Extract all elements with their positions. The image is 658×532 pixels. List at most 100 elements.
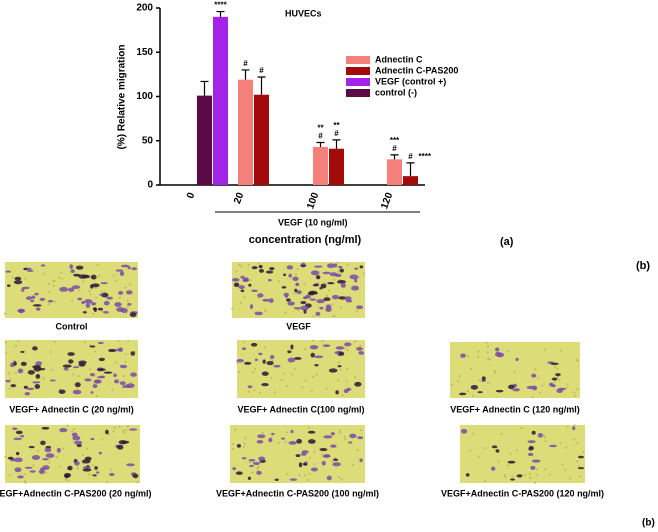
cell (100, 375, 105, 378)
pore (339, 368, 342, 371)
cell (14, 276, 22, 281)
panel-label: (a) (500, 236, 514, 248)
cell (301, 450, 309, 454)
cell (356, 347, 363, 351)
micrograph (4, 262, 138, 318)
cell (72, 389, 82, 395)
y-tick-label: 150 (136, 47, 153, 58)
pore (5, 351, 8, 354)
pore (118, 425, 121, 428)
cell (242, 278, 248, 282)
pore (330, 460, 333, 463)
cell (35, 361, 42, 366)
cell (510, 478, 516, 481)
pore (247, 263, 250, 266)
cell (23, 286, 30, 290)
cell (460, 428, 468, 434)
pore (264, 346, 267, 349)
pore (84, 340, 87, 343)
cell (108, 348, 117, 353)
pore (297, 309, 300, 312)
pore (573, 438, 576, 441)
pore (24, 481, 27, 484)
error-bar (257, 76, 266, 95)
bar (403, 176, 418, 185)
pore (11, 276, 14, 279)
pore (516, 449, 519, 452)
pore (49, 350, 52, 353)
significance-label: # (318, 132, 323, 141)
cell (40, 440, 46, 446)
cell (118, 291, 124, 295)
cell (75, 265, 84, 270)
pore (129, 381, 132, 384)
pore (67, 479, 70, 482)
cell (537, 433, 544, 438)
cell (572, 426, 576, 431)
pore (91, 473, 94, 476)
pore (506, 349, 509, 352)
cell (286, 265, 294, 270)
cell (354, 267, 359, 270)
pore (127, 340, 130, 343)
cell (496, 352, 505, 358)
pore (331, 303, 334, 306)
cell (495, 347, 500, 352)
pore (253, 389, 256, 392)
pore (100, 438, 103, 441)
cell (289, 478, 298, 481)
cell (24, 466, 33, 469)
significance-label: # (334, 129, 339, 138)
pore (93, 350, 96, 353)
pore (231, 443, 234, 446)
pore (82, 280, 85, 283)
cell (247, 385, 253, 389)
cell (465, 473, 470, 477)
cell (90, 302, 97, 306)
cell (261, 371, 269, 376)
cell (310, 352, 316, 358)
cell (258, 352, 263, 356)
pore (8, 372, 11, 375)
pore (493, 369, 496, 372)
cell (261, 382, 269, 387)
cell (5, 379, 11, 383)
pore (458, 375, 461, 378)
pore (248, 390, 251, 393)
cell (91, 283, 100, 288)
pore (513, 371, 516, 374)
cell (333, 263, 338, 268)
pore (294, 273, 297, 276)
cell (18, 308, 25, 314)
pore (325, 294, 328, 297)
pore (520, 426, 523, 429)
cell (7, 456, 14, 460)
pore (354, 376, 357, 379)
cell (287, 357, 296, 363)
cell (267, 278, 272, 282)
pore (488, 358, 491, 361)
pore (126, 299, 129, 302)
cell (319, 447, 328, 452)
pore (113, 426, 116, 429)
cell (129, 312, 137, 318)
x-axis-label: concentration (ng/ml) (249, 234, 362, 246)
significance-label: **** (419, 152, 432, 161)
pore (48, 461, 51, 464)
pore (478, 455, 481, 458)
pore (332, 315, 335, 318)
cell (310, 467, 318, 472)
pore (504, 475, 507, 478)
cell (294, 288, 298, 293)
pore (354, 340, 357, 343)
pore (118, 296, 121, 299)
pore (4, 455, 7, 458)
micrograph-bg (230, 425, 365, 483)
cell (97, 307, 104, 311)
pore (111, 388, 114, 391)
cell (93, 379, 102, 384)
pore (124, 286, 127, 289)
cell (532, 385, 538, 391)
cell (96, 471, 100, 474)
